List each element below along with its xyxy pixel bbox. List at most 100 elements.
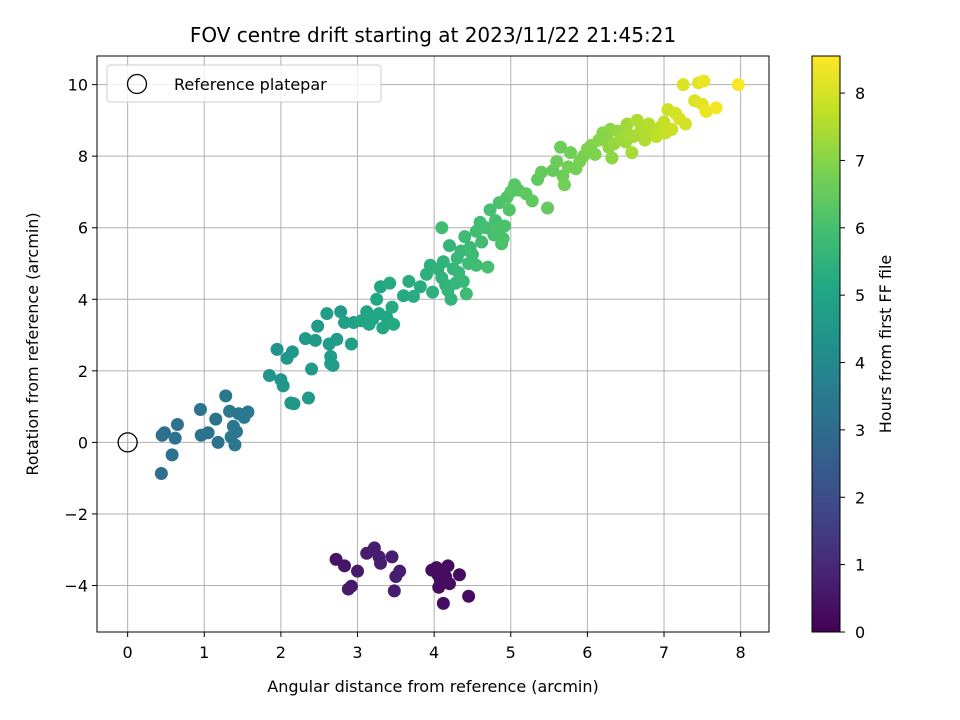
data-point: [731, 78, 745, 92]
data-point: [301, 391, 315, 405]
data-point: [441, 559, 455, 573]
grid-lines: [97, 56, 769, 632]
data-point: [406, 289, 420, 303]
data-point: [308, 333, 322, 347]
colorbar-tick-label: 0: [855, 623, 865, 642]
data-point: [383, 276, 397, 290]
x-tick-label: 7: [659, 643, 669, 662]
data-point: [483, 203, 497, 217]
y-tick-label: 4: [78, 290, 88, 309]
data-point: [638, 133, 652, 147]
data-point: [442, 577, 456, 591]
data-point: [442, 239, 456, 253]
data-point: [465, 248, 479, 262]
data-point: [285, 345, 299, 359]
data-point: [557, 178, 571, 192]
x-tick-label: 3: [352, 643, 362, 662]
y-tick-label: 6: [78, 219, 88, 238]
x-tick-label: 2: [276, 643, 286, 662]
data-point: [432, 580, 446, 594]
data-point: [209, 412, 223, 426]
data-point: [276, 379, 290, 393]
data-point: [311, 319, 325, 333]
data-point: [620, 117, 634, 131]
y-tick-label: −2: [64, 505, 88, 524]
data-point: [393, 564, 407, 578]
data-point: [625, 146, 639, 160]
data-point: [170, 417, 184, 431]
y-tick-label: 8: [78, 147, 88, 166]
data-point: [496, 231, 510, 245]
legend-box: [106, 64, 382, 103]
data-points: [154, 74, 745, 610]
data-point: [385, 550, 399, 564]
data-point: [165, 448, 179, 462]
data-point: [678, 117, 692, 131]
data-point: [385, 300, 399, 314]
reference-marker: [117, 432, 138, 453]
y-axis-label: Rotation from reference (arcmin): [23, 212, 42, 475]
colorbar-tick-label: 6: [855, 219, 865, 238]
data-point: [475, 235, 489, 249]
data-point: [697, 74, 711, 88]
legend: Reference platepar: [106, 64, 382, 103]
x-tick-label: 8: [736, 643, 746, 662]
data-point: [564, 146, 578, 160]
colorbar-ticks: 0 1 2 3 4 5 6 7 8: [840, 84, 865, 642]
colorbar-tick-label: 2: [855, 488, 865, 507]
data-point: [458, 230, 472, 244]
x-tick-label: 1: [199, 643, 209, 662]
data-point: [413, 280, 427, 294]
data-point: [193, 402, 207, 416]
data-point: [262, 368, 276, 382]
data-point: [351, 564, 365, 578]
legend-marker: [126, 73, 148, 95]
reference-point: [117, 432, 138, 453]
colorbar-tick-label: 3: [855, 421, 865, 440]
data-point: [298, 332, 312, 346]
plot-frame: [96, 55, 770, 633]
colorbar: [811, 55, 841, 633]
x-tick-label: 5: [506, 643, 516, 662]
y-tick-label: 0: [78, 433, 88, 452]
data-point: [154, 467, 168, 481]
data-point: [444, 292, 458, 306]
data-point: [498, 219, 512, 233]
colorbar-tick-label: 8: [855, 84, 865, 103]
data-point: [426, 285, 440, 299]
data-point: [229, 425, 243, 439]
data-point: [241, 405, 255, 419]
colorbar-tick-label: 5: [855, 286, 865, 305]
data-point: [709, 101, 723, 115]
data-point: [550, 155, 564, 169]
data-point: [228, 438, 242, 452]
data-point: [525, 194, 539, 208]
data-point: [326, 358, 340, 372]
data-point: [469, 258, 483, 272]
colorbar-tick-label: 7: [855, 151, 865, 170]
data-point: [337, 316, 351, 330]
data-point: [374, 556, 388, 570]
data-point: [337, 559, 351, 573]
data-point: [554, 140, 568, 154]
data-point: [588, 147, 602, 161]
data-point: [462, 589, 476, 603]
data-point: [452, 568, 466, 582]
data-point: [387, 584, 401, 598]
data-point: [699, 104, 713, 118]
data-point: [396, 289, 410, 303]
data-point: [287, 397, 301, 411]
x-tick-label: 0: [123, 643, 133, 662]
data-point: [219, 389, 233, 403]
data-point: [534, 165, 548, 179]
y-tick-label: 2: [78, 362, 88, 381]
y-tick-label: 10: [68, 76, 88, 95]
data-point: [605, 151, 619, 165]
x-tick-label: 4: [429, 643, 439, 662]
x-tick-label: 6: [582, 643, 592, 662]
legend-label: Reference platepar: [174, 75, 327, 94]
data-point: [370, 292, 384, 306]
colorbar-tick-label: 1: [855, 556, 865, 575]
data-point: [502, 203, 516, 217]
